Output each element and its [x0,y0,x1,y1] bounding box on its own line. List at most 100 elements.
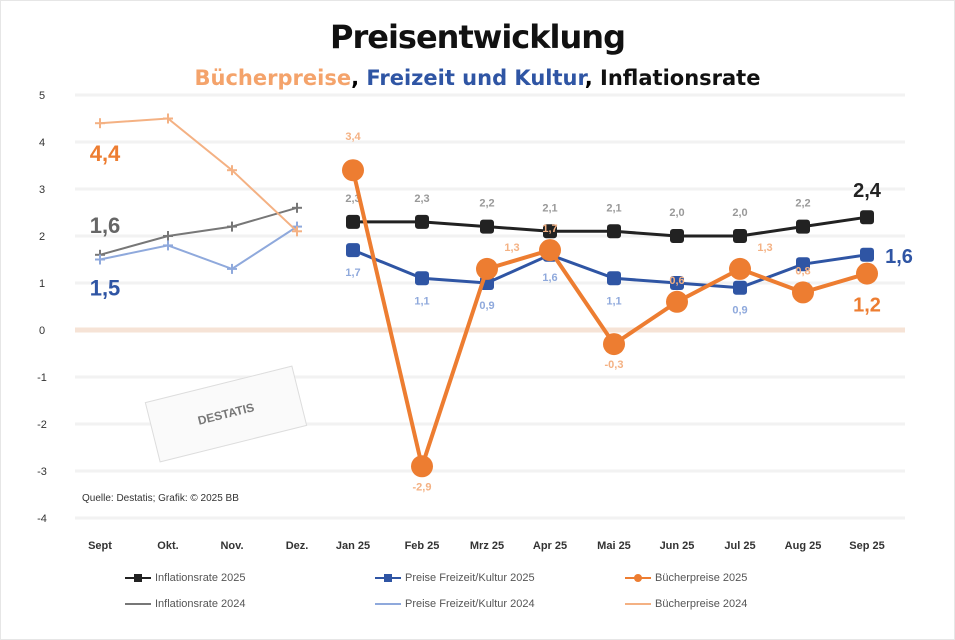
data-label: 1,7 [345,267,360,279]
y-tick-label: 1 [39,278,45,290]
x-tick-label: Feb 25 [405,540,440,552]
data-label: 2,2 [795,198,810,210]
y-tick-label: -4 [37,513,47,525]
data-point-freizeit [415,271,429,286]
data-label: 2,0 [732,207,747,219]
legend-label: Inflationsrate 2025 [155,572,246,584]
legend-swatch [625,603,651,605]
legend-item: Bücherpreise 2024 [625,598,747,610]
data-point-freizeit [860,247,874,262]
data-point-buecher [729,257,751,280]
x-tick-label: Apr 25 [533,540,567,552]
data-point-buecher [856,262,878,285]
data-label: 2,0 [669,207,684,219]
data-point-inflation [543,224,557,239]
legend-item: Preise Freizeit/Kultur 2025 [375,572,535,584]
series-line-buecher [351,169,868,474]
subtitle-leisure: Freizeit und Kultur [366,66,585,90]
legend-label: Bücherpreise 2025 [655,572,748,584]
y-tick-label: 2 [39,231,45,243]
subtitle-sep: , [584,66,601,90]
y-tick-label: 5 [39,90,45,102]
data-label: 4,4 [90,141,121,166]
data-label: 2,4 [853,180,882,202]
data-label: 0,9 [479,300,494,312]
data-point-buecher [792,281,814,304]
data-label: 2,1 [542,202,557,214]
y-tick-label: 4 [39,137,45,149]
data-label: 1,2 [853,295,881,317]
data-label: 0,8 [795,265,810,277]
x-tick-label: Jun 25 [660,540,695,552]
data-point-buecher [342,159,364,182]
data-label: 2,1 [606,202,621,214]
data-point-inflation [415,214,429,229]
legend-item: Bücherpreise 2025 [625,572,747,584]
data-label: 3,4 [345,131,361,143]
data-label: 1,3 [757,242,772,254]
legend-item: Preise Freizeit/Kultur 2024 [375,598,535,610]
data-label: 1,1 [606,295,621,307]
data-label: 1,3 [504,242,519,254]
data-point-inflation [796,219,810,234]
data-point-inflation [480,219,494,234]
x-tick-label: Nov. [220,540,243,552]
data-label: 1,6 [542,272,557,284]
x-tick-label: Dez. [286,540,309,552]
x-tick-label: Jan 25 [336,540,370,552]
data-point-buecher [666,290,688,313]
data-point-freizeit [733,280,747,295]
data-label: 1,5 [90,276,121,301]
x-tick-label: Okt. [157,540,178,552]
source-note: Quelle: Destatis; Grafik: © 2025 BB [82,493,239,504]
y-tick-label: 0 [39,325,45,337]
series-line-buecher_light [99,117,298,233]
data-label: 2,3 [345,193,360,205]
legend-label: Preise Freizeit/Kultur 2024 [405,598,535,610]
data-point-inflation [733,229,747,243]
data-label: 1,6 [885,246,913,268]
data-label: -2,9 [413,481,432,493]
subtitle-sep: , [351,66,367,90]
data-point-inflation [607,224,621,239]
data-label: -0,3 [605,359,624,371]
legend-swatch [125,603,151,605]
x-tick-label: Mai 25 [597,540,631,552]
x-tick-label: Aug 25 [785,540,822,552]
data-point-buecher [411,455,433,478]
chart-title: Preisentwicklung [330,18,626,56]
legend-label: Bücherpreise 2024 [655,598,748,610]
data-point-buecher [476,257,498,280]
x-tick-label: Jul 25 [724,540,755,552]
data-point-freizeit [796,257,810,272]
data-label: 2,2 [479,198,494,210]
chart-subtitle: Bücherpreise, Freizeit und Kultur, Infla… [0,66,955,90]
x-tick-label: Sept [88,540,112,552]
y-tick-label: 3 [39,184,45,196]
legend-label: Inflationsrate 2024 [155,598,246,610]
data-point-buecher [603,333,625,356]
data-label: 0,6 [669,275,684,287]
x-tick-label: Sep 25 [849,540,884,552]
legend-item: Inflationsrate 2025 [125,572,246,584]
y-tick-label: -3 [37,466,47,478]
data-point-inflation [346,214,360,229]
y-tick-label: -1 [37,372,47,384]
data-label: 1,6 [90,213,121,238]
subtitle-books: Bücherpreise [194,66,352,90]
series-line-freizeit_light [99,225,298,271]
legend-swatch [125,574,151,582]
subtitle-inflation: Inflationsrate [600,66,761,90]
data-label: 1,1 [414,295,429,307]
data-point-inflation [670,229,684,243]
data-point-freizeit [607,271,621,286]
data-point-freizeit [346,243,360,258]
legend-item: Inflationsrate 2024 [125,598,246,610]
legend-swatch [375,574,401,582]
data-point-freizeit [670,276,684,290]
data-label: 1,7 [542,223,557,235]
legend-swatch [625,574,651,582]
series-line-inflation_light [99,206,298,256]
legend-label: Preise Freizeit/Kultur 2025 [405,572,535,584]
